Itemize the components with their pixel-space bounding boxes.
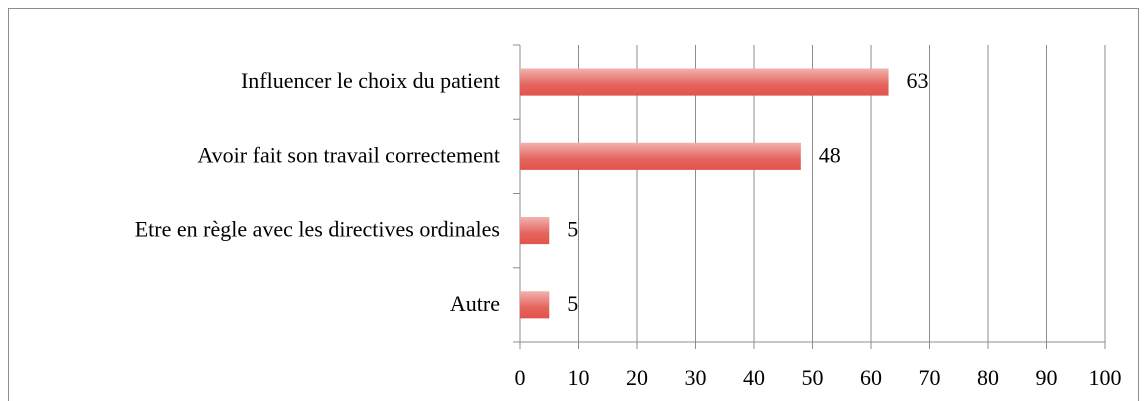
y-tick-label: Influencer le choix du patient: [241, 68, 500, 93]
y-tick-label: Etre en règle avec les directives ordina…: [135, 217, 500, 242]
x-tick-label: 70: [919, 365, 941, 390]
x-tick-label: 0: [515, 365, 526, 390]
x-tick-label: 20: [626, 365, 648, 390]
chart-border: [8, 8, 1139, 401]
x-tick-label: 30: [685, 365, 707, 390]
data-label: 5: [567, 291, 578, 316]
x-tick-label: 40: [743, 365, 765, 390]
data-label: 48: [819, 142, 841, 167]
bar-sheen: [520, 142, 801, 170]
x-tick-label: 100: [1089, 365, 1122, 390]
x-tick-label: 80: [977, 365, 999, 390]
y-tick-label: Autre: [450, 291, 500, 316]
x-tick-label: 50: [802, 365, 824, 390]
x-tick-label: 90: [1036, 365, 1058, 390]
x-tick-label: 60: [860, 365, 882, 390]
bar-sheen: [520, 291, 550, 319]
bar-sheen: [520, 68, 889, 96]
bar-sheen: [520, 217, 550, 245]
data-label: 63: [907, 68, 929, 93]
y-tick-label: Avoir fait son travail correctement: [197, 142, 500, 167]
x-tick-label: 10: [568, 365, 590, 390]
data-label: 5: [567, 217, 578, 242]
